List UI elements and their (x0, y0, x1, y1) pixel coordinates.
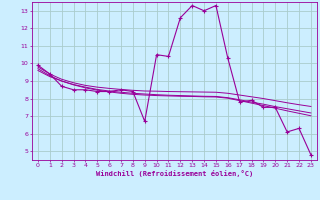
X-axis label: Windchill (Refroidissement éolien,°C): Windchill (Refroidissement éolien,°C) (96, 170, 253, 177)
